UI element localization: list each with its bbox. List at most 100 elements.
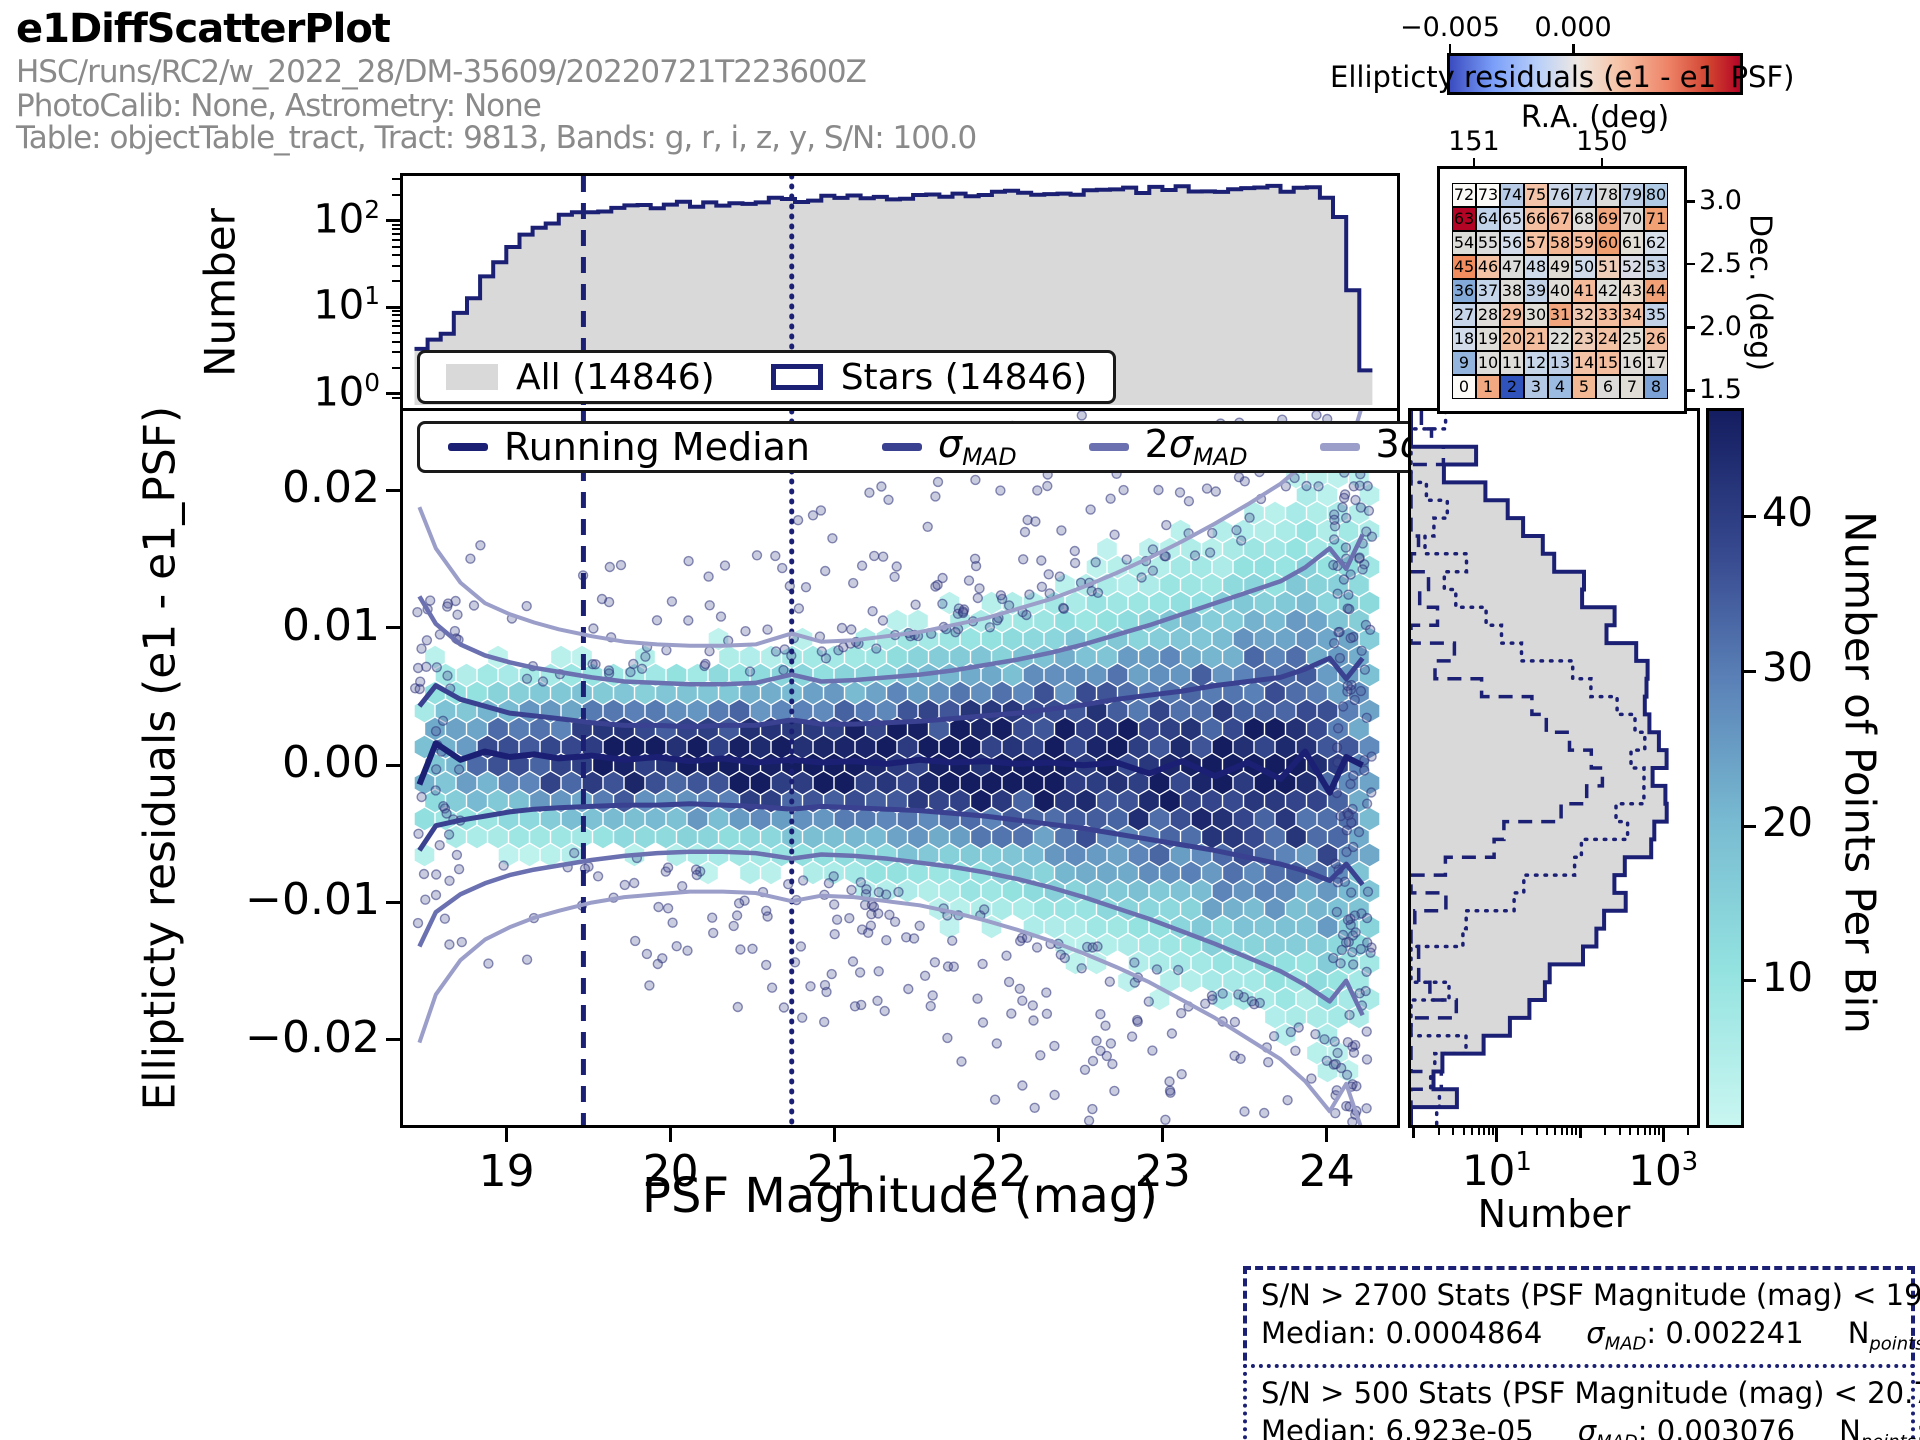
heatmap-cell: 61 (1620, 231, 1644, 255)
main-xtick-label: 22 (970, 1146, 1027, 1197)
heatmap-ra-tick (1600, 158, 1604, 166)
colorbar-tick (1744, 824, 1756, 828)
heatmap-cell: 43 (1620, 279, 1644, 303)
heatmap-cell: 71 (1644, 207, 1668, 231)
heatmap-dec-tick-label: 1.5 (1699, 374, 1742, 406)
colorbar-tick-label: 20 (1762, 800, 1813, 847)
heatmap-cell: 33 (1596, 303, 1620, 327)
main-ylabel: Ellipticty residuals (e1 - e1_PSF) (134, 405, 186, 1111)
right-hist-xtick-label: 103 (1628, 1146, 1699, 1195)
right-hist-minor-xtick (1546, 1128, 1548, 1135)
heatmap-cell: 37 (1476, 279, 1500, 303)
top-hist-ytick (386, 305, 400, 309)
heatmap-cell: 66 (1524, 207, 1548, 231)
right-hist-minor-xtick (1654, 1128, 1657, 1135)
heatmap-cell: 59 (1572, 231, 1596, 255)
heatmap-cell: 10 (1476, 351, 1500, 375)
top-hist-minor-tick (392, 238, 400, 241)
heatmap-cell: 14 (1572, 351, 1596, 375)
heatmap-cell: 24 (1596, 327, 1620, 351)
heatmap-cell: 65 (1500, 207, 1524, 231)
main-ytick (386, 1038, 400, 1042)
heatmap-cell: 28 (1476, 303, 1500, 327)
main-xtick (669, 1128, 673, 1142)
right-hist-minor-xtick (1412, 1128, 1416, 1138)
heatmap-cell: 35 (1644, 303, 1668, 327)
residual-colorbar-tick (1572, 44, 1575, 53)
heatmap-cell: 52 (1620, 255, 1644, 279)
top-hist-minor-tick (392, 254, 400, 257)
main-xlabel: PSF Magnitude (mag) (642, 1168, 1158, 1224)
legend-line-swatch (1088, 443, 1129, 451)
right-hist-minor-xtick (1578, 1128, 1582, 1138)
heatmap-cell: 8 (1644, 375, 1668, 399)
main-xtick-label: 21 (806, 1146, 863, 1197)
right-hist-minor-xtick (1637, 1128, 1640, 1135)
heatmap-ra-tick (1472, 158, 1476, 166)
right-hist-minor-xtick (1483, 1128, 1486, 1135)
heatmap-dec-tick-label: 2.0 (1699, 311, 1742, 342)
heatmap-cell: 20 (1500, 327, 1524, 351)
top-hist-minor-tick (392, 245, 400, 248)
legend-label: Stars (14846) (840, 356, 1088, 398)
top-hist-minor-tick (392, 332, 400, 335)
top-hist-minor-tick (392, 232, 400, 235)
heatmap-cell: 2 (1500, 375, 1524, 399)
heatmap-cell: 70 (1620, 207, 1644, 231)
right-hist-minor-xtick (1492, 1128, 1495, 1135)
main-ytick (386, 488, 400, 492)
right-hist-minor-xtick (1566, 1128, 1569, 1135)
stats-npoints: Npoints: 1591 (1847, 1316, 1920, 1355)
heatmap-cell: 58 (1548, 231, 1572, 255)
heatmap-cell: 53 (1644, 255, 1668, 279)
right-hist-minor-xtick (1487, 1128, 1490, 1135)
heatmap-cell: 22 (1548, 327, 1572, 351)
right-hist-minor-xtick (1520, 1128, 1523, 1135)
right-hist-minor-xtick (1687, 1128, 1690, 1135)
heatmap-cell: 7 (1620, 375, 1644, 399)
residual-colorbar-tick (1448, 44, 1452, 53)
legend-label: 2σMAD (1144, 422, 1248, 472)
heatmap-dec-tick-label: 2.5 (1699, 247, 1742, 279)
right-hist-minor-xtick (1629, 1128, 1632, 1135)
tract-heatmap-grid: 72 73 74 75 76 77 78 79 80 63 64 65 66 67 68 69 70 71 54 55… (1452, 183, 1668, 399)
heatmap-cell: 34 (1620, 303, 1644, 327)
heatmap-cell: 50 (1572, 255, 1596, 279)
heatmap-cell: 16 (1620, 351, 1644, 375)
header-run: HSC/runs/RC2/w_2022_28/DM-35609/20220721… (16, 54, 867, 90)
main-ytick-label: 0.00 (282, 737, 380, 788)
heatmap-cell: 45 (1452, 255, 1476, 279)
right-hist-minor-xtick (1554, 1128, 1557, 1135)
right-hist-minor-xtick (1452, 1128, 1455, 1135)
legend-item: All (14846) (446, 357, 715, 398)
colorbar-tick (1744, 669, 1756, 673)
top-hist-ytick (386, 219, 400, 223)
top-hist-minor-tick (392, 178, 400, 181)
top-hist-ytick-label: 100 (313, 367, 380, 415)
legend-swatch-fill (446, 364, 498, 390)
heatmap-cell: 69 (1596, 207, 1620, 231)
heatmap-cell: 47 (1500, 255, 1524, 279)
heatmap-cell: 25 (1620, 327, 1644, 351)
top-hist-minor-tick (392, 314, 400, 317)
heatmap-ra-tick-label: 150 (1576, 126, 1628, 157)
right-hist-minor-xtick (1535, 1128, 1538, 1135)
top-hist-minor-tick (392, 351, 400, 354)
heatmap-cell: 48 (1524, 255, 1548, 279)
heatmap-cell: 6 (1596, 375, 1620, 399)
heatmap-cell: 44 (1644, 279, 1668, 303)
heatmap-cell: 72 (1452, 183, 1476, 207)
heatmap-cell: 5 (1572, 375, 1596, 399)
heatmap-cell: 21 (1524, 327, 1548, 351)
heatmap-cell: 9 (1452, 351, 1476, 375)
right-hist-xtick (1661, 1128, 1665, 1142)
heatmap-ra-tick-label: 151 (1448, 126, 1500, 157)
right-hist-minor-xtick (1437, 1128, 1440, 1135)
legend-line-swatch (882, 443, 923, 451)
main-ytick (386, 763, 400, 767)
heatmap-cell: 74 (1500, 183, 1524, 207)
heatmap-cell: 12 (1524, 351, 1548, 375)
residual-colorbar-tick-label: 0.000 (1534, 12, 1612, 43)
heatmap-cell: 78 (1596, 183, 1620, 207)
